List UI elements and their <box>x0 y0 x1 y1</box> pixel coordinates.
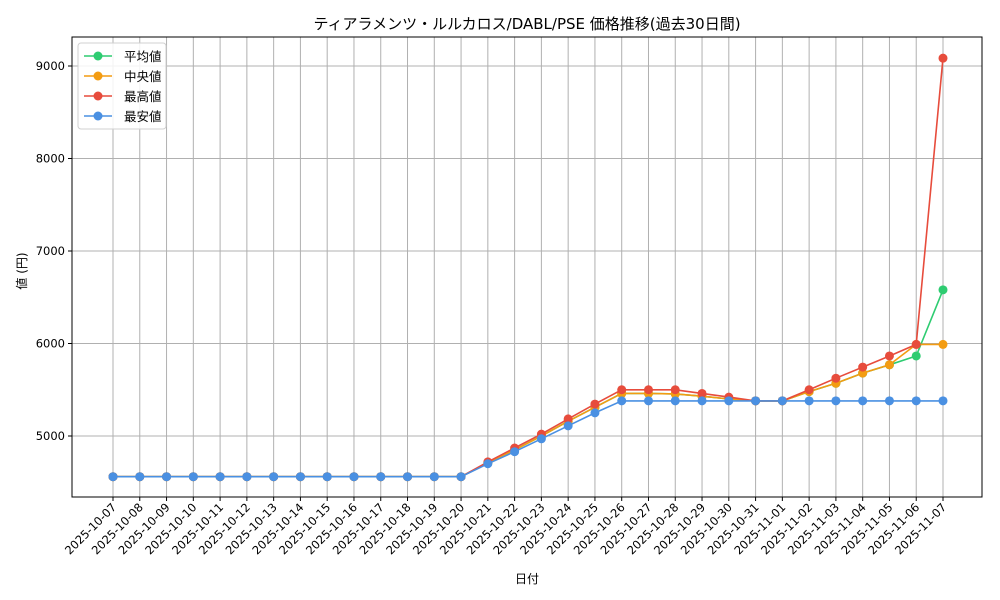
data-point <box>670 396 680 406</box>
data-point <box>643 396 653 406</box>
data-point <box>617 396 627 406</box>
series-2 <box>108 53 948 482</box>
legend-label: 中央値 <box>124 69 162 84</box>
data-point <box>697 388 707 398</box>
y-axis-ticks: 5000 6000 7000 8000 9000 <box>36 59 72 443</box>
plot-area-frame <box>71 36 983 498</box>
data-point <box>724 396 734 406</box>
data-point <box>376 472 386 482</box>
data-point <box>804 385 814 395</box>
legend-label: 平均値 <box>124 49 162 64</box>
data-point <box>483 459 493 469</box>
data-point <box>510 447 520 457</box>
data-point <box>831 396 841 406</box>
data-point <box>858 396 868 406</box>
y-tick-label: 5000 <box>36 429 65 443</box>
data-point <box>590 399 600 409</box>
data-point <box>804 396 814 406</box>
data-point <box>590 408 600 418</box>
series-0 <box>108 285 948 482</box>
legend-swatch-marker <box>93 111 103 121</box>
data-point <box>269 472 279 482</box>
data-point <box>403 472 413 482</box>
data-point <box>162 472 172 482</box>
legend-label: 最安値 <box>124 109 162 124</box>
data-point <box>349 472 359 482</box>
series-line <box>113 58 944 478</box>
legend-label: 最高値 <box>124 89 162 104</box>
legend-swatch-marker <box>93 91 103 101</box>
y-tick-label: 7000 <box>36 244 65 258</box>
data-point <box>884 396 894 406</box>
data-point <box>295 472 305 482</box>
data-point <box>242 472 252 482</box>
x-axis-ticks: 2025-10-072025-10-082025-10-092025-10-10… <box>62 497 949 557</box>
data-point <box>429 472 439 482</box>
series-1 <box>108 339 948 482</box>
x-axis-label: 日付 <box>515 572 539 586</box>
data-point <box>536 434 546 444</box>
data-point <box>911 396 921 406</box>
data-point <box>884 360 894 370</box>
data-point <box>884 351 894 361</box>
y-axis-label: 値 (円) <box>14 252 29 289</box>
data-point <box>108 472 118 482</box>
legend-box <box>77 42 167 130</box>
series-line <box>113 289 944 478</box>
data-point <box>670 385 680 395</box>
data-point <box>938 339 948 349</box>
data-point <box>831 373 841 383</box>
data-point <box>617 385 627 395</box>
data-point <box>858 362 868 372</box>
series-3 <box>108 396 948 482</box>
data-point <box>911 339 921 349</box>
data-point <box>751 396 761 406</box>
data-series <box>108 53 948 482</box>
y-tick-label: 8000 <box>36 152 65 166</box>
data-point <box>938 396 948 406</box>
data-point <box>911 351 921 361</box>
data-point <box>938 285 948 295</box>
data-point <box>322 472 332 482</box>
data-point <box>643 385 653 395</box>
y-tick-label: 6000 <box>36 337 65 351</box>
data-point <box>563 421 573 431</box>
data-point <box>215 472 225 482</box>
data-point <box>563 414 573 424</box>
data-point <box>938 53 948 63</box>
data-point <box>697 396 707 406</box>
legend-swatch-marker <box>93 71 103 81</box>
series-line <box>113 343 943 478</box>
grid-lines <box>72 37 982 497</box>
y-tick-label: 9000 <box>36 59 65 73</box>
chart-title: ティアラメンツ・ルルカロス/DABL/PSE 価格推移(過去30日間) <box>313 15 740 33</box>
data-point <box>456 472 466 482</box>
data-point <box>777 396 787 406</box>
data-point <box>135 472 145 482</box>
legend-swatch-marker <box>93 51 103 61</box>
series-line <box>113 400 943 478</box>
data-point <box>188 472 198 482</box>
